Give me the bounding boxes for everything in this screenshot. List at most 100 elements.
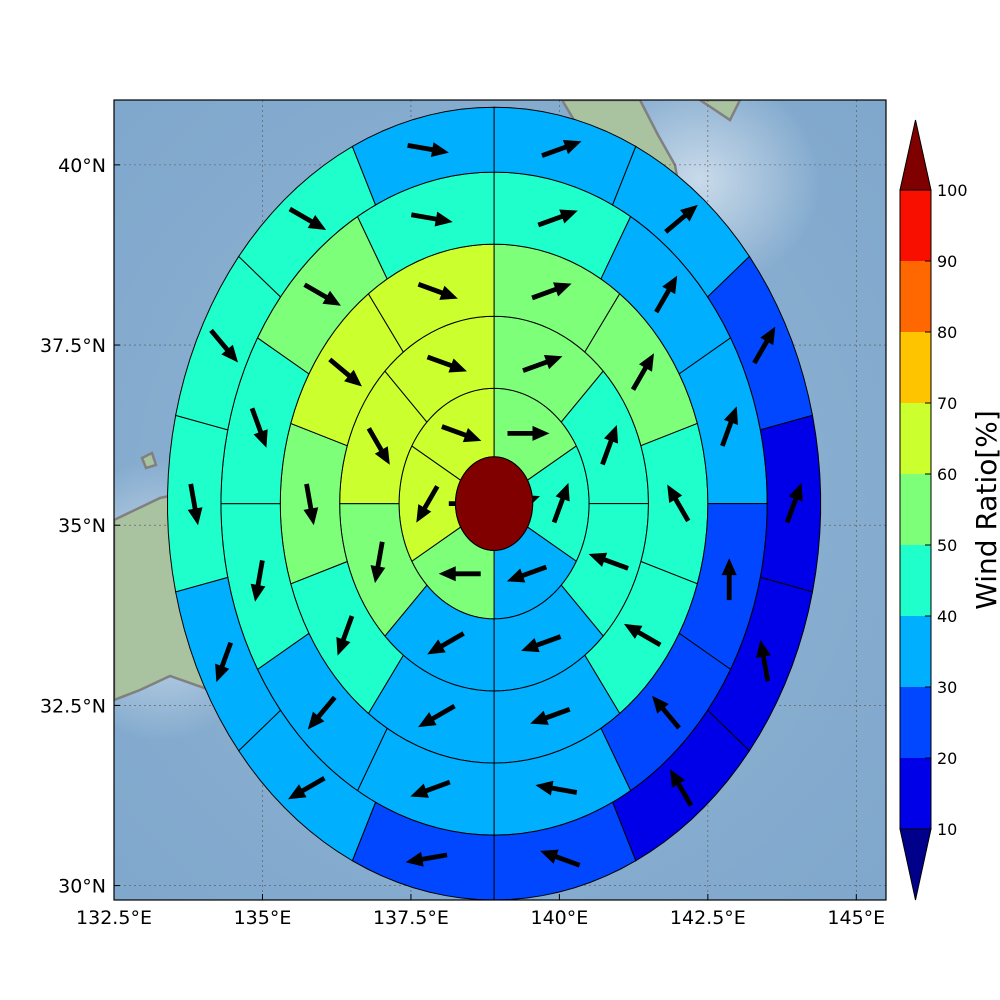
wind-arrow-r4-s6 [410,779,451,798]
colorbar-bin-4 [900,545,931,616]
wind-arrow-r3-s7 [303,483,319,526]
wind-arrow-r1-s1 [551,482,570,524]
colorbar-tick-label: 10 [937,820,957,839]
wind-arrow-r3-s0 [531,282,572,301]
wind-arrow-shape [630,353,654,391]
colorbar-extend-min [899,828,932,901]
wind-arrow-shape [187,483,203,526]
wind-arrow-r2-s4 [427,631,465,655]
sector-r5-s13 [351,106,495,206]
wind-arrow-shape [623,623,662,647]
wind-arrow-shape [784,482,803,524]
wind-arrow-shape [427,631,465,655]
wind-arrow-shape [752,326,776,365]
sector-r5-s10 [167,414,229,593]
wind-arrow-r5-s12 [288,206,327,230]
wind-arrow-r3-s4 [530,707,571,725]
wind-arrow-r2-s7 [426,354,467,373]
wind-arrow-shape [426,354,467,373]
colorbar-extend-max [899,119,932,191]
wind-arrow-r5-s3 [784,482,803,524]
wind-arrow-r4-s10 [303,282,341,306]
wind-arrow-r4-s9 [249,407,268,448]
colorbar-bin-6 [900,403,931,474]
land-oki [140,451,158,470]
wind-arrow-shape [720,406,738,447]
wind-arrow-shape [418,704,456,728]
wind-arrow-r4-s5 [535,780,578,796]
wind-arrow-r1-s3 [438,566,481,582]
wind-arrow-shape [441,424,482,443]
colorbar-tick-label: 30 [937,678,957,697]
wind-arrow-shape [249,407,268,448]
wind-arrow-r5-s9 [215,641,233,683]
colorbar-tick-label: 60 [937,465,957,484]
wind-arrow-shape [215,641,233,683]
wind-arrow-shape [540,849,581,868]
sector-r5-s3 [759,414,822,593]
sector-r3-s7 [279,422,348,585]
wind-arrow-r5-s1 [664,204,698,234]
wind-arrow-shape [600,425,619,466]
colorbar-bin-1 [900,758,931,829]
x-tick-label: 145°E [827,907,885,929]
colorbar-title: Wind Ratio[%] [970,410,1000,610]
y-tick-label: 35°N [58,515,106,537]
colorbar-tick-label: 100 [937,181,968,200]
wind-arrow-shape [521,634,562,653]
wind-arrow-shape [535,780,578,796]
wind-arrow-r3-s6 [336,615,355,656]
wind-arrow-r2-s2 [588,552,629,571]
wind-arrow-shape [541,140,582,158]
wind-arrow-shape [530,707,571,725]
colorbar-tick-label: 90 [937,252,957,271]
wind-arrow-r4-s0 [537,209,578,228]
wind-arrow-r1-s2 [506,564,548,583]
wind-arrow-r4-s2 [720,406,738,447]
wind-arrow-shape [307,695,337,730]
colorbar-tick-label: 20 [937,749,957,768]
wind-arrow-shape [551,482,570,524]
wind-arrow-shape [370,541,386,584]
wind-arrow-r2-s0 [522,355,563,373]
wind-arrow-shape [407,142,449,158]
wind-arrow-shape [366,427,390,465]
wind-arrow-shape [288,206,327,230]
wind-arrow-r4-s11 [410,211,453,227]
wind-arrow-shape [670,769,694,807]
wind-arrow-r1-s4 [416,485,440,523]
wind-arrow-shape [721,558,737,601]
colorbar-bin-2 [900,687,931,758]
wind-arrow-r4-s8 [250,559,266,602]
wind-arrow-shape [410,211,453,227]
wind-arrow-shape [667,484,691,523]
y-tick-label: 30°N [58,876,106,898]
wind-arrow-r3-s9 [417,282,458,300]
wind-arrow-r2-s6 [366,427,390,465]
colorbar-bin-3 [900,616,931,687]
wind-arrow-r3-s3 [623,623,662,647]
wind-arrow-r5-s8 [288,776,326,800]
x-tick-label: 137.5°E [373,907,449,929]
x-axis-ticks: 132.5°E 135°E 137.5°E 140°E 142.5°E 145°E [76,894,885,929]
colorbar-tick-label: 50 [937,536,957,555]
colorbar-bin-8 [900,261,931,332]
wind-arrow-shape [336,615,355,656]
wind-arrow-shape [410,779,451,798]
plot-frame [113,99,887,901]
wind-arrow-r1-s5 [441,424,482,443]
y-tick-label: 32.5°N [40,695,106,717]
wind-arrow-shape [405,851,448,867]
wind-arrow-r4-s1 [654,275,678,314]
wind-arrow-shape [288,776,326,800]
wind-arrow-r3-s2 [667,484,691,523]
x-tick-label: 135°E [234,907,292,929]
wind-arrow-shape [506,564,548,583]
wind-arrow-shape [250,559,266,602]
wind-arrow-shape [303,483,319,526]
wind-arrow-r1-s0 [507,425,550,441]
y-axis-ticks: 30°N 32.5°N 35°N 37.5°N 40°N [40,155,120,898]
wind-arrow-shape [756,639,771,682]
colorbar-bin-7 [900,332,931,403]
